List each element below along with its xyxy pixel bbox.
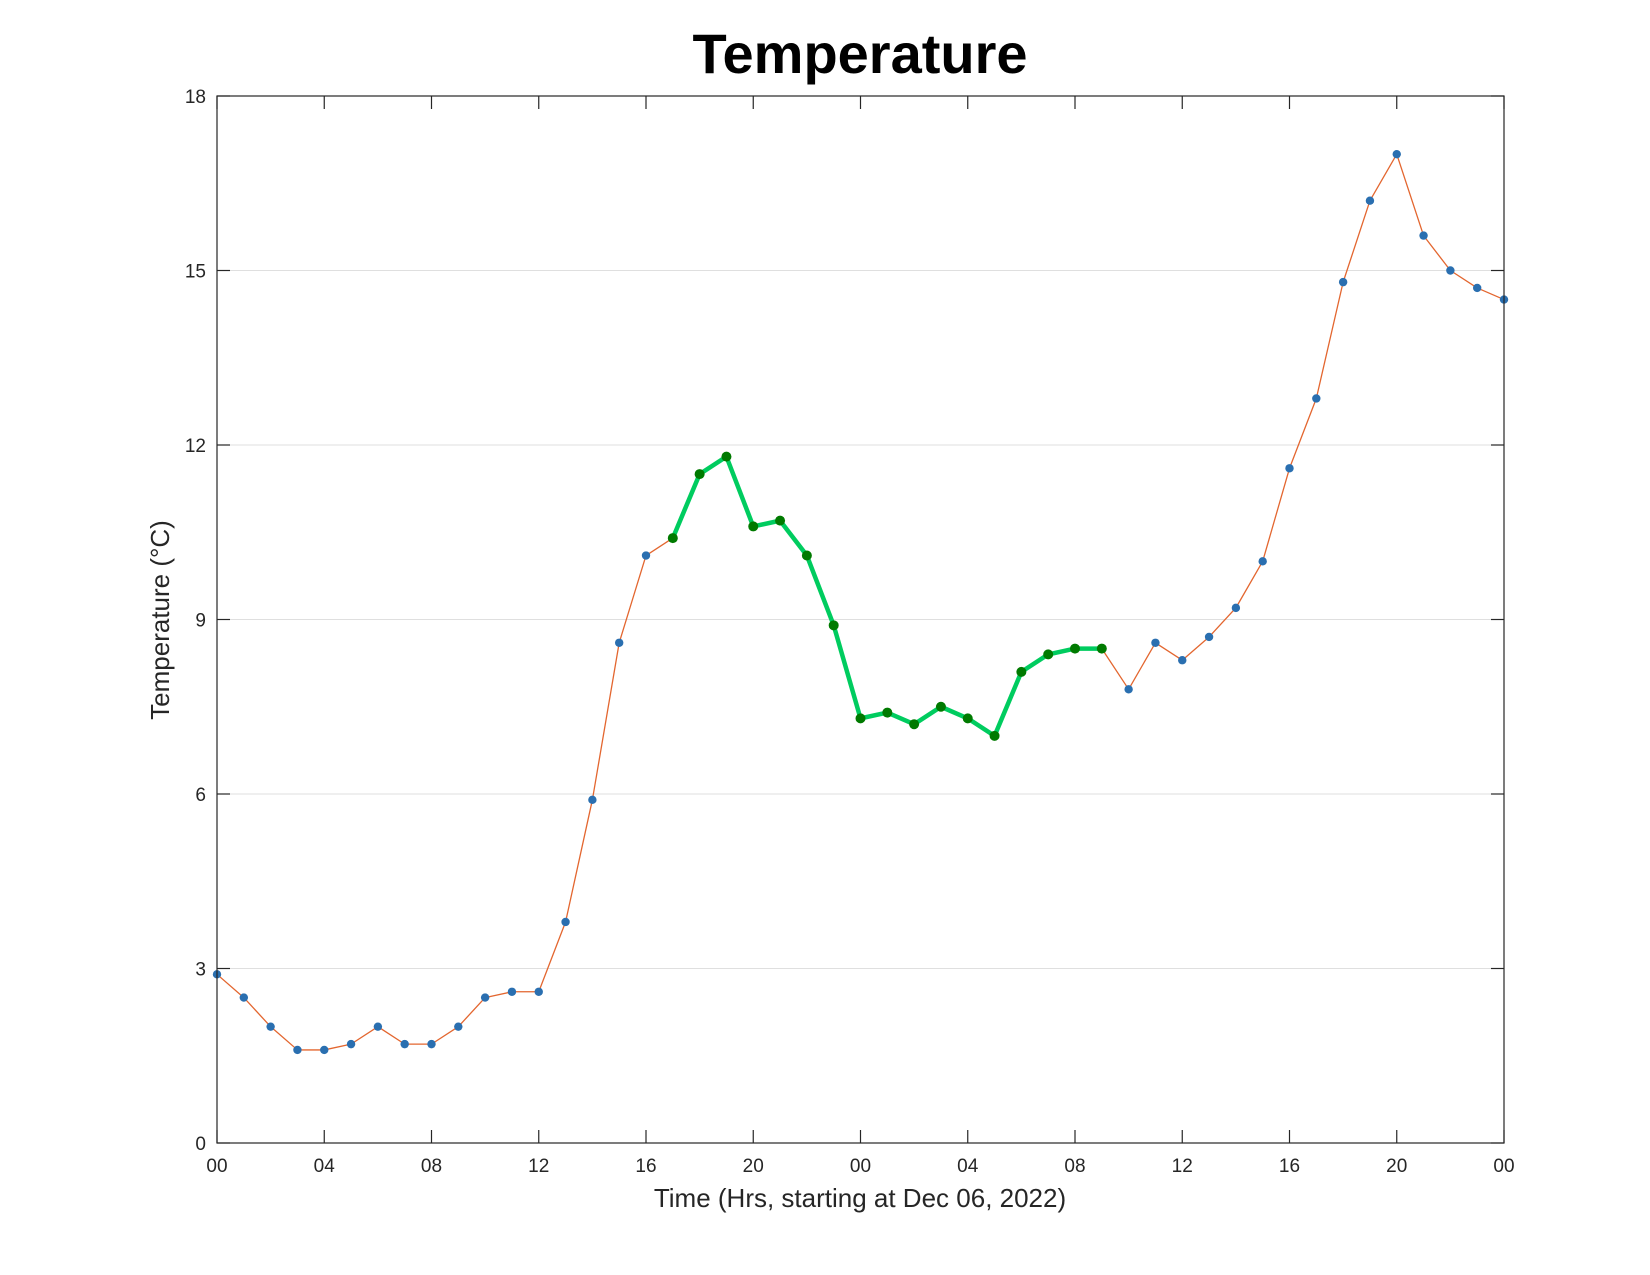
series-line (216, 153, 1505, 1051)
y-tick-label: 18 (185, 87, 206, 108)
data-point (1446, 266, 1455, 275)
data-point (293, 1045, 302, 1055)
y-tick-label: 6 (195, 785, 206, 806)
highlight-lines (670, 454, 1105, 739)
data-point (614, 638, 624, 647)
highlight-point (748, 521, 759, 532)
series-lines (216, 153, 1505, 1051)
data-point (373, 1022, 383, 1031)
data-point (1338, 277, 1348, 287)
data-point (1151, 638, 1160, 647)
data-point (1392, 149, 1401, 159)
data-point (320, 1045, 329, 1055)
data-point (1472, 283, 1482, 293)
y-tick-label: 12 (185, 436, 206, 457)
x-tick-label: 12 (1172, 1156, 1193, 1177)
x-tick-label: 04 (957, 1156, 979, 1177)
x-tick-label: 16 (635, 1156, 656, 1177)
x-tick-label: 20 (1386, 1156, 1407, 1177)
data-point (1178, 656, 1187, 665)
data-point (454, 1022, 463, 1031)
x-tick-label: 00 (850, 1156, 871, 1177)
x-tick-label: 12 (528, 1156, 549, 1177)
x-tick-label: 08 (1064, 1156, 1085, 1177)
x-axis-label: Time (Hrs, starting at Dec 06, 2022) (654, 1183, 1066, 1213)
highlight-point (882, 707, 893, 718)
data-point (346, 1039, 356, 1049)
y-tick-label: 3 (195, 960, 206, 981)
x-tick-label: 00 (1493, 1156, 1514, 1177)
highlight-point (828, 620, 839, 631)
y-axis-label: Temperature (°C) (145, 520, 175, 720)
highlight-point (989, 730, 1000, 741)
data-point (266, 1022, 275, 1031)
x-tick-label: 16 (1279, 1156, 1300, 1177)
data-point (507, 987, 517, 996)
highlight-point (909, 719, 920, 730)
data-point (1285, 464, 1294, 473)
x-tick-labels: 00 04 08 12 16 20 00 04 08 12 16 20 00 (206, 1156, 1514, 1177)
highlight-point (667, 533, 678, 544)
highlight-point (694, 469, 705, 480)
x-tick-label: 08 (421, 1156, 442, 1177)
data-point (1204, 632, 1214, 642)
data-point (1231, 603, 1241, 613)
data-point (1258, 557, 1267, 566)
highlight-point (1070, 643, 1080, 654)
highlight-point (855, 713, 866, 724)
axis-ticks (216, 95, 1505, 1144)
data-point (588, 795, 597, 805)
highlight-point (721, 451, 732, 462)
data-point (1124, 685, 1133, 694)
data-point (239, 993, 249, 1002)
data-point (561, 917, 570, 927)
data-point (427, 1039, 436, 1049)
y-gridlines (217, 270, 1504, 969)
y-tick-label: 0 (195, 1134, 206, 1155)
data-markers (212, 149, 1509, 1055)
data-point (480, 993, 490, 1002)
data-point (534, 987, 543, 996)
data-point (1312, 394, 1321, 403)
data-point (1365, 196, 1375, 205)
highlight-point (801, 550, 812, 561)
highlight-point (962, 713, 973, 724)
highlight-point (1096, 643, 1107, 654)
data-point (400, 1039, 409, 1049)
y-tick-labels: 0 3 6 9 12 15 18 (185, 87, 206, 1155)
x-tick-label: 00 (206, 1156, 227, 1177)
highlight-segment-line (858, 704, 997, 739)
data-point (1419, 231, 1428, 240)
highlight-point (775, 515, 786, 526)
highlight-point (935, 701, 946, 712)
highlight-point (1043, 649, 1054, 660)
x-tick-label: 20 (743, 1156, 764, 1177)
highlight-segment-line (670, 454, 863, 721)
data-point (641, 551, 651, 560)
x-tick-label: 04 (314, 1156, 336, 1177)
y-tick-label: 15 (185, 262, 206, 283)
y-tick-label: 9 (195, 611, 206, 632)
chart-title: Temperature (692, 22, 1027, 85)
highlight-segment-line (992, 646, 1105, 739)
highlight-point (1016, 666, 1027, 677)
